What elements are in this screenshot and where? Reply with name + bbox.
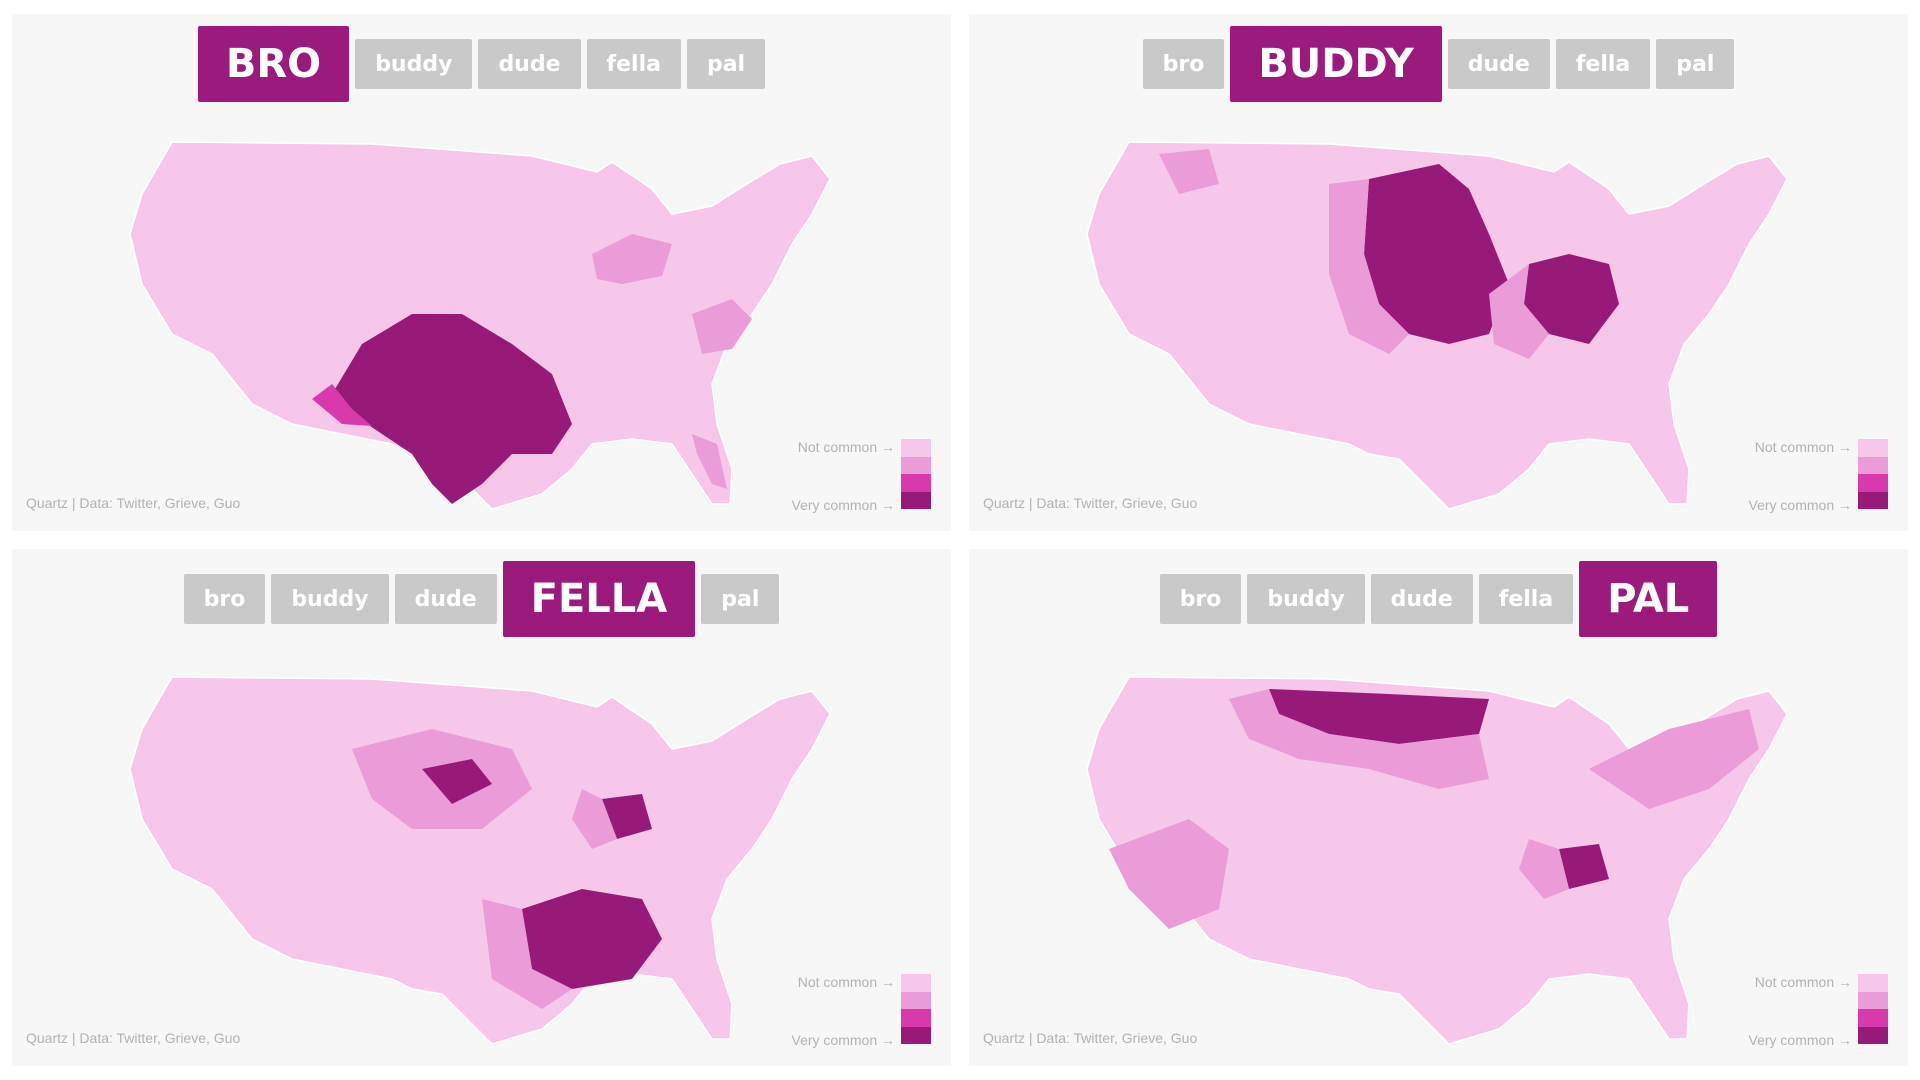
legend-swatch-3 — [1858, 474, 1888, 492]
legend-swatches — [1858, 439, 1888, 509]
us-map-bro — [129, 141, 831, 510]
region-appalachia-core — [1559, 844, 1609, 889]
legend-swatches — [901, 439, 931, 509]
region-ohio-core — [602, 794, 652, 839]
map-panel-fella: bro buddy dude FELLA pal Quartz | Data: … — [12, 549, 951, 1066]
credit-text: Quartz | Data: Twitter, Grieve, Guo — [983, 1030, 1198, 1046]
us-map-buddy — [1086, 141, 1788, 510]
tab-pal[interactable]: pal — [1656, 39, 1735, 89]
tab-dude[interactable]: dude — [1447, 39, 1550, 89]
region-kansas-core — [422, 759, 492, 804]
region-ohio-valley — [1524, 254, 1619, 344]
legend-bottom-label: Very common → — [1748, 497, 1852, 513]
region-north-core — [1269, 689, 1489, 744]
legend-swatches — [1858, 974, 1888, 1044]
legend-top-label: Not common → — [797, 439, 895, 455]
legend-swatch-2 — [901, 456, 931, 474]
legend-swatch-1 — [901, 439, 931, 457]
legend-swatch-1 — [1858, 974, 1888, 992]
legend: Not common → Very common → — [741, 439, 931, 513]
tab-dude[interactable]: dude — [394, 574, 497, 624]
tab-pal[interactable]: pal — [686, 39, 766, 89]
legend: Not common → Very common → — [1698, 974, 1888, 1048]
legend-swatch-4 — [1858, 1026, 1888, 1044]
us-map-pal — [1086, 676, 1788, 1045]
tab-buddy[interactable]: buddy — [355, 39, 473, 89]
word-tabs: BRO buddy dude fella pal — [12, 26, 951, 102]
tab-bro[interactable]: bro — [183, 574, 266, 624]
region-midwest-halo — [1329, 179, 1409, 354]
tab-fella[interactable]: fella — [586, 39, 681, 89]
region-ohio-halo — [572, 789, 617, 849]
tab-bro[interactable]: BRO — [197, 26, 350, 102]
region-southwest-halo — [312, 384, 372, 426]
legend-swatches — [901, 974, 931, 1044]
tab-buddy[interactable]: buddy — [271, 574, 389, 624]
legend: Not common → Very common → — [1698, 439, 1888, 513]
region-southwest-very-common — [332, 314, 572, 504]
tab-buddy[interactable]: BUDDY — [1230, 26, 1442, 102]
region-midwest-very-common — [1364, 164, 1509, 344]
region-ohio-halo — [1489, 264, 1549, 359]
map-panel-buddy: bro BUDDY dude fella pal Quartz | Data: … — [969, 14, 1908, 531]
legend-top-label: Not common → — [1754, 439, 1852, 455]
us-outline — [129, 676, 831, 1045]
region-appalachia-halo — [1519, 839, 1569, 899]
tab-dude[interactable]: dude — [478, 39, 581, 89]
word-tabs: bro buddy dude fella PAL — [969, 561, 1908, 637]
legend-top-label: Not common → — [797, 974, 895, 990]
tab-pal[interactable]: PAL — [1579, 561, 1718, 637]
credit-text: Quartz | Data: Twitter, Grieve, Guo — [26, 495, 241, 511]
tab-bro[interactable]: bro — [1142, 39, 1225, 89]
legend-swatch-4 — [901, 1026, 931, 1044]
legend-swatch-3 — [901, 474, 931, 492]
legend-swatch-4 — [901, 491, 931, 509]
legend-swatch-2 — [1858, 456, 1888, 474]
region-north-halo — [1229, 689, 1489, 789]
legend-bottom-label: Very common → — [791, 497, 895, 513]
legend: Not common → Very common → — [741, 974, 931, 1048]
region-florida — [692, 434, 727, 489]
map-panel-bro: BRO buddy dude fella pal Quartz | Data: … — [12, 14, 951, 531]
tab-fella[interactable]: FELLA — [502, 561, 696, 637]
region-south-halo — [482, 899, 572, 1009]
legend-swatch-3 — [1858, 1009, 1888, 1027]
legend-swatch-3 — [901, 1009, 931, 1027]
region-southwest — [1109, 819, 1229, 929]
legend-top-label: Not common → — [1754, 974, 1852, 990]
region-michigan-ohio — [592, 234, 672, 284]
map-panel-pal: bro buddy dude fella PAL Quartz | Data: … — [969, 549, 1908, 1066]
tab-fella[interactable]: fella — [1478, 574, 1574, 624]
legend-swatch-1 — [901, 974, 931, 992]
us-map-fella — [129, 676, 831, 1045]
tab-dude[interactable]: dude — [1370, 574, 1473, 624]
legend-swatch-1 — [1858, 439, 1888, 457]
tab-buddy[interactable]: buddy — [1247, 574, 1365, 624]
legend-swatch-2 — [901, 991, 931, 1009]
tab-fella[interactable]: fella — [1555, 39, 1651, 89]
region-northwest-patch — [1159, 149, 1219, 194]
region-south-core — [522, 889, 662, 989]
word-tabs: bro BUDDY dude fella pal — [969, 26, 1908, 102]
credit-text: Quartz | Data: Twitter, Grieve, Guo — [983, 495, 1198, 511]
credit-text: Quartz | Data: Twitter, Grieve, Guo — [26, 1030, 241, 1046]
legend-bottom-label: Very common → — [791, 1032, 895, 1048]
maps-grid: BRO buddy dude fella pal Quartz | Data: … — [12, 14, 1908, 1066]
legend-swatch-4 — [1858, 491, 1888, 509]
legend-swatch-2 — [1858, 991, 1888, 1009]
region-northeast — [1589, 709, 1759, 809]
tab-pal[interactable]: pal — [701, 574, 780, 624]
legend-bottom-label: Very common → — [1748, 1032, 1852, 1048]
tab-bro[interactable]: bro — [1159, 574, 1242, 624]
region-carolinas — [692, 299, 752, 354]
word-tabs: bro buddy dude FELLA pal — [12, 561, 951, 637]
